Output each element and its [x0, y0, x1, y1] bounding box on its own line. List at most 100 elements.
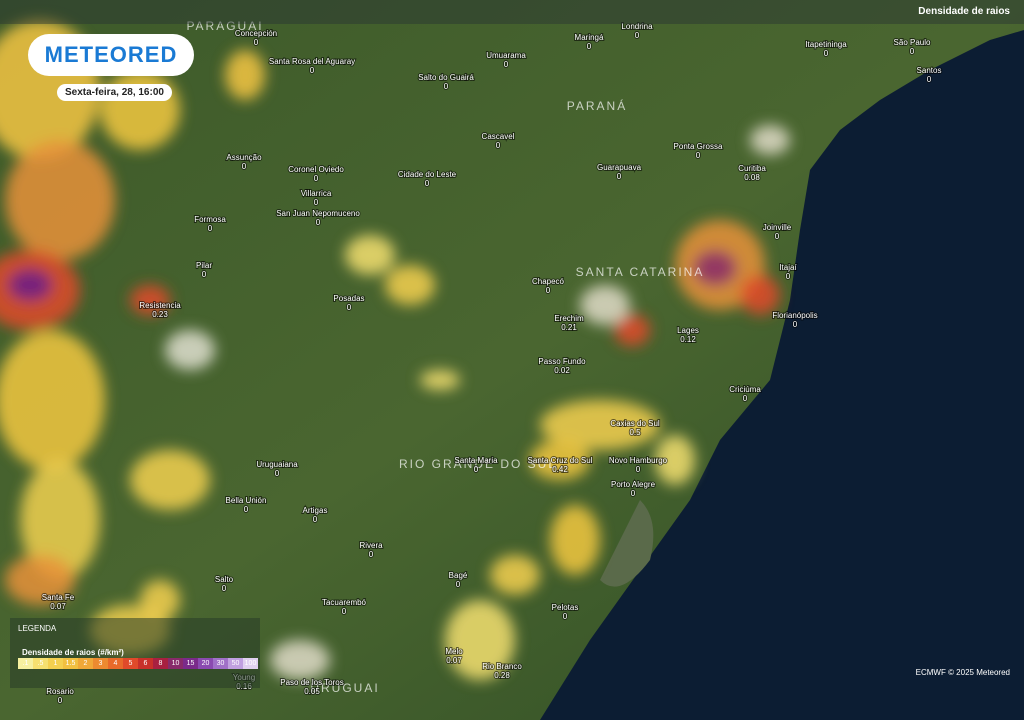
city-name: Assunção — [226, 153, 262, 162]
city-value: 0.12 — [680, 335, 696, 344]
city-value: 0 — [587, 42, 592, 51]
region-label: PARAGUAI — [186, 19, 263, 33]
city-value: 0 — [342, 607, 347, 616]
storm-cell — [0, 330, 105, 470]
legend-subtitle: Densidade de raios (#/km²) — [22, 648, 124, 657]
storm-cell — [490, 555, 540, 595]
city-name: Tacuarembó — [322, 598, 367, 607]
city-name: Ponta Grossa — [674, 142, 723, 151]
city-name: Caxias do Sul — [610, 419, 660, 428]
city-name: Posadas — [333, 294, 364, 303]
city-value: 0 — [425, 179, 430, 188]
storm-cell — [614, 314, 650, 346]
storm-cell — [20, 460, 100, 580]
city-value: 0 — [444, 82, 449, 91]
city-value: 0 — [786, 272, 791, 281]
city-name: Maringá — [575, 33, 604, 42]
city-name: Bagé — [449, 571, 468, 580]
city-value: 0 — [314, 198, 319, 207]
storm-cell — [165, 330, 215, 370]
storm-cell — [385, 265, 435, 305]
storm-cell — [445, 600, 515, 680]
city-value: 0 — [208, 224, 213, 233]
storm-cell — [140, 580, 180, 620]
legend-step: 1.5 — [63, 658, 78, 669]
storm-cell — [130, 285, 170, 315]
top-bar — [0, 0, 1024, 24]
storm-cell — [345, 235, 395, 275]
storm-cell — [550, 505, 600, 575]
city-value: 0 — [563, 612, 568, 621]
legend-step: 6 — [138, 658, 153, 669]
legend-step: 8 — [153, 658, 168, 669]
city-value: 0 — [456, 580, 461, 589]
legend-step: 1 — [48, 658, 63, 669]
city-value: 0 — [222, 584, 227, 593]
city-name: Rio Branco — [482, 662, 522, 671]
region-label: PARANÁ — [567, 98, 627, 113]
legend-step: .5 — [33, 658, 48, 669]
city-value: 0 — [631, 489, 636, 498]
city-name: Santos — [917, 66, 942, 75]
lagoon — [600, 500, 654, 587]
city-value: 0 — [910, 47, 915, 56]
ocean — [540, 30, 1024, 720]
city-name: Novo Hamburgo — [609, 456, 668, 465]
city-value: 0 — [824, 49, 829, 58]
city-value: 0 — [696, 151, 701, 160]
city-value: 0 — [244, 505, 249, 514]
city-name: Florianópolis — [772, 311, 817, 320]
city-value: 0 — [474, 465, 479, 474]
legend-step: 10 — [168, 658, 183, 669]
city-value: 0.23 — [152, 310, 168, 319]
city-value: 0 — [496, 141, 501, 150]
legend-step: 5 — [123, 658, 138, 669]
city-name: Santa Rosa del Aguaray — [269, 57, 355, 66]
city-value: 0 — [636, 465, 641, 474]
city-name: Londrina — [621, 22, 653, 31]
city-name: Erechim — [554, 314, 584, 323]
region-label: URUGUAI — [310, 681, 379, 695]
legend-step: 2 — [78, 658, 93, 669]
labels: PARAGUAI PARANÁ SANTA CATARINA RIO GRAND… — [41, 19, 943, 706]
city-value: 0 — [743, 394, 748, 403]
city-name: San Juan Nepomuceno — [276, 209, 360, 218]
city-value: 0 — [310, 66, 315, 75]
storm-cell — [655, 435, 695, 485]
attribution: ECMWF © 2025 Meteored — [915, 668, 1010, 677]
storm-cell — [420, 370, 460, 390]
city-value: 0 — [347, 303, 352, 312]
city-value: 0.28 — [494, 671, 510, 680]
city-value: 0 — [793, 320, 798, 329]
city-value: 0 — [775, 232, 780, 241]
city-name: Pilar — [196, 261, 212, 270]
city-name: Artigas — [303, 506, 328, 515]
city-name: Paso de los Toros — [280, 678, 343, 687]
legend-scale: .1.5 1 1.5 2 3 4 5 6 8 10 15 20 30 50 100 — [18, 658, 258, 669]
city-name: Coronel Oviedo — [288, 165, 344, 174]
storm-cell — [8, 269, 52, 301]
datetime[interactable]: Sexta-feira, 28, 16:00 — [57, 84, 172, 101]
city-value: 0.07 — [446, 656, 462, 665]
storm-cell — [100, 70, 180, 150]
city-name: Umuarama — [486, 51, 526, 60]
city-name: Salto — [215, 575, 234, 584]
legend-title: LEGENDA — [18, 624, 57, 633]
region-label: RIO GRANDE DO SUL — [399, 457, 557, 471]
storm-cell — [130, 450, 210, 510]
storm-cell — [5, 555, 75, 605]
city-value: 0 — [635, 31, 640, 40]
city-value: 0 — [617, 172, 622, 181]
city-name: Santa Maria — [454, 456, 498, 465]
layer-toggle[interactable]: Densidade de raios — [918, 6, 1010, 17]
city-name: Itajaí — [779, 263, 797, 272]
logo[interactable]: METEORED — [28, 34, 194, 76]
city-name: Porto Alegre — [611, 480, 656, 489]
storm-cell — [693, 250, 737, 286]
city-name: Cidade do Leste — [398, 170, 457, 179]
city-name: Itapetininga — [805, 40, 847, 49]
city-name: Santa Cruz do Sul — [528, 456, 593, 465]
legend: LEGENDA Densidade de raios (#/km²) .1.5 1… — [10, 618, 260, 688]
